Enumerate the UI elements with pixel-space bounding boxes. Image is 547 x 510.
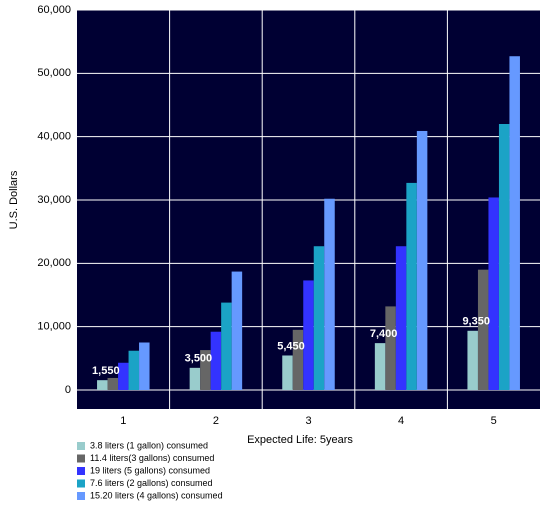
x-axis-label: Expected Life: 5years xyxy=(247,434,353,446)
legend-swatch xyxy=(77,492,85,500)
bar xyxy=(498,124,510,390)
bar xyxy=(221,302,232,390)
x-tick-label: 5 xyxy=(491,415,497,427)
bar xyxy=(139,342,150,390)
y-tick-label: 30,000 xyxy=(37,194,71,206)
legend-label: 7.6 liters (2 gallons) consumed xyxy=(90,478,213,488)
bar xyxy=(303,280,314,390)
bar xyxy=(324,198,335,390)
legend-label: 19 liters (5 gallons) consumed xyxy=(90,465,210,475)
y-tick-label: 50,000 xyxy=(37,67,71,79)
y-axis-label: U.S. Dollars xyxy=(8,170,20,229)
bar xyxy=(189,367,201,390)
legend-label: 15.20 liters (4 gallons) consumed xyxy=(90,490,223,500)
bar xyxy=(416,130,428,390)
y-tick-label: 60,000 xyxy=(37,4,71,16)
data-label: 3,500 xyxy=(185,353,213,365)
bar xyxy=(313,246,325,390)
legend-label: 11.4 liters(3 gallons) consumed xyxy=(90,453,214,463)
x-tick-label: 2 xyxy=(213,415,219,427)
x-tick-label: 1 xyxy=(120,415,126,427)
y-tick-label: 20,000 xyxy=(37,257,71,269)
bar xyxy=(385,306,396,390)
legend-swatch xyxy=(77,442,85,450)
y-tick-label: 40,000 xyxy=(37,131,71,143)
bar xyxy=(374,343,386,390)
bar xyxy=(97,380,108,390)
legend-swatch xyxy=(77,479,85,488)
bar xyxy=(292,329,304,390)
bar xyxy=(210,331,222,390)
bar xyxy=(200,350,211,390)
bar xyxy=(406,182,417,390)
bar xyxy=(107,377,119,390)
bar xyxy=(467,330,478,390)
legend-swatch xyxy=(77,467,85,475)
y-tick-label: 10,000 xyxy=(37,321,71,333)
data-label: 5,450 xyxy=(277,340,305,352)
data-label: 1,550 xyxy=(92,365,120,377)
bar xyxy=(395,246,407,390)
data-label: 9,350 xyxy=(462,316,490,328)
bar xyxy=(488,197,499,390)
data-label: 7,400 xyxy=(370,328,398,340)
x-tick-label: 3 xyxy=(305,415,311,427)
bar xyxy=(118,362,129,390)
bar xyxy=(509,56,520,390)
y-tick-label: 0 xyxy=(65,384,71,396)
bar xyxy=(477,269,489,390)
x-tick-label: 4 xyxy=(398,415,404,427)
bar xyxy=(128,350,140,390)
bar xyxy=(231,271,243,390)
legend-swatch xyxy=(77,454,85,463)
bar xyxy=(282,355,293,390)
legend-label: 3.8 liters (1 gallon) consumed xyxy=(90,440,208,450)
